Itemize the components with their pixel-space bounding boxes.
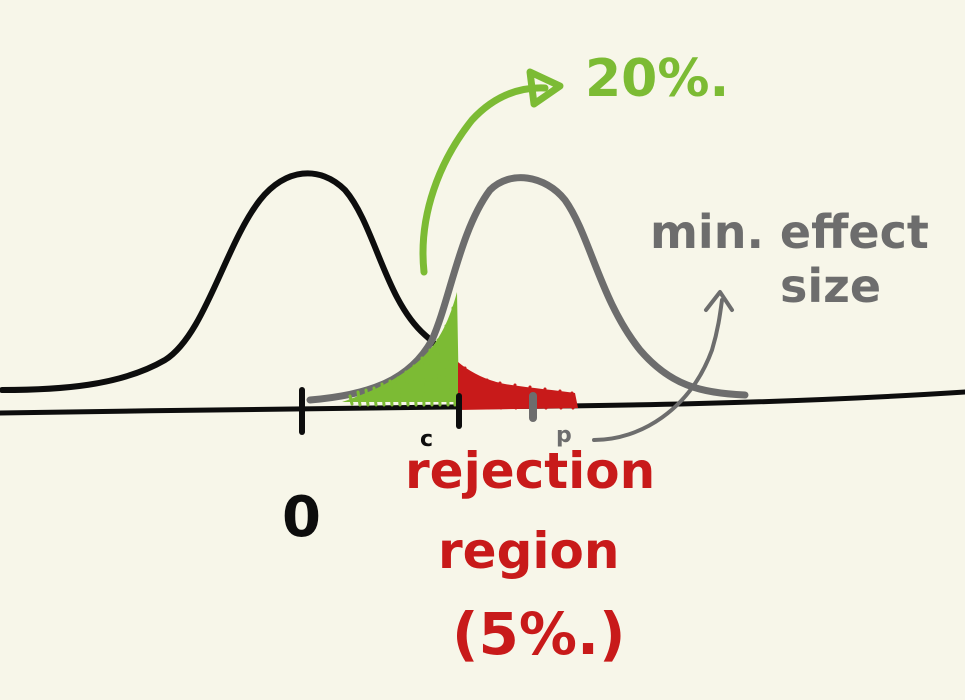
rejection-shaded-area	[458, 362, 578, 410]
null-distribution-curve	[0, 170, 465, 393]
rejection-label-line1: rejection	[405, 442, 655, 500]
min-effect-arrowhead	[704, 290, 734, 312]
zero-label: 0	[282, 485, 321, 550]
rejection-label-line3: (5%.)	[452, 600, 626, 668]
power-arrowhead	[526, 68, 564, 108]
power-shaded-area	[342, 292, 459, 407]
power-arrow	[419, 84, 549, 276]
power-percent-label: 20%.	[585, 49, 729, 109]
c-label: c	[420, 427, 433, 452]
min-effect-label-line1: min. effect	[650, 205, 929, 259]
p-label: p	[556, 423, 572, 448]
min-effect-arrow	[592, 298, 724, 442]
x-axis	[0, 389, 965, 416]
min-effect-label-line2: size	[780, 259, 881, 313]
alternative-distribution-curve	[306, 174, 749, 404]
rejection-label-line2: region	[438, 522, 619, 580]
